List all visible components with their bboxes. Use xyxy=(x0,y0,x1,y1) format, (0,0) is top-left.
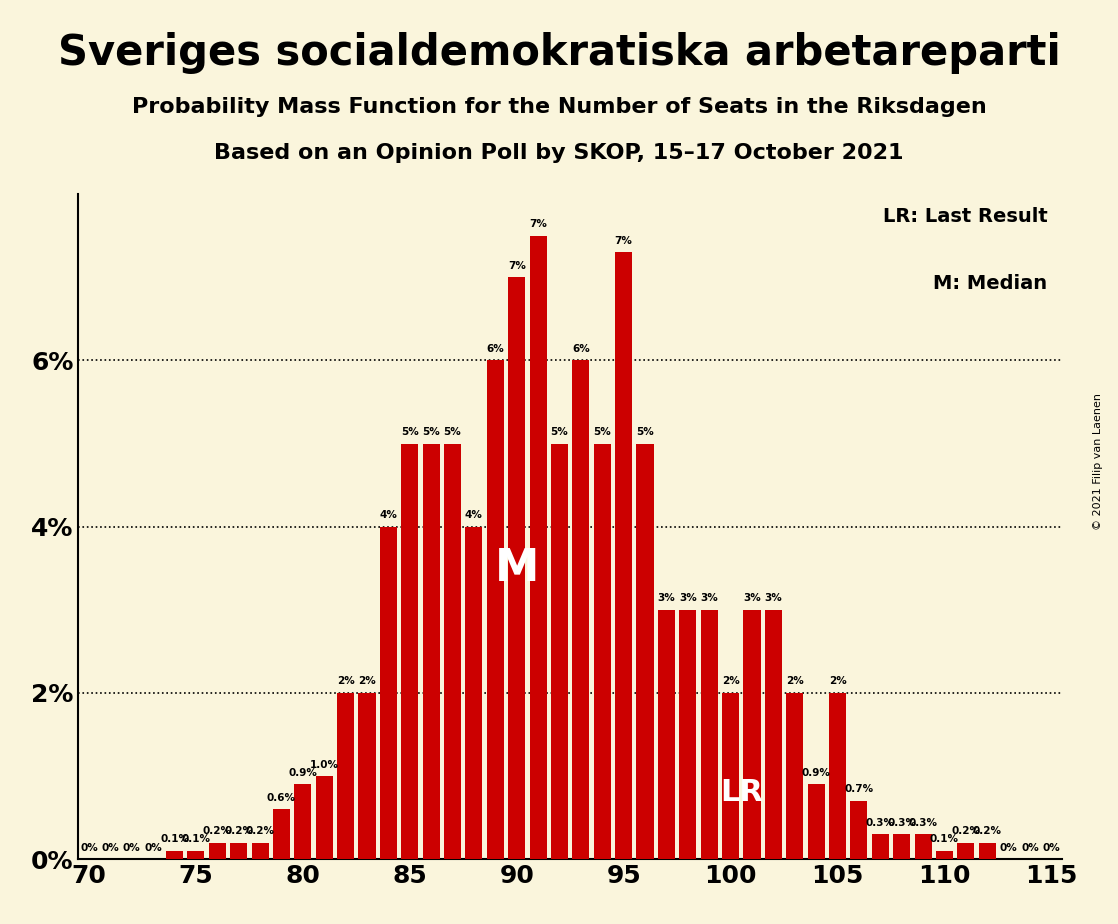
Text: 2%: 2% xyxy=(337,676,354,687)
Text: 3%: 3% xyxy=(657,593,675,603)
Text: 0.9%: 0.9% xyxy=(288,768,318,778)
Bar xyxy=(657,610,675,859)
Text: 3%: 3% xyxy=(765,593,783,603)
Text: LR: Last Result: LR: Last Result xyxy=(882,207,1048,226)
Text: M: M xyxy=(494,547,539,590)
Bar xyxy=(337,693,354,859)
Text: 0%: 0% xyxy=(1021,843,1039,853)
Bar xyxy=(252,843,268,859)
Bar xyxy=(893,834,910,859)
Bar xyxy=(165,851,183,859)
Text: Sveriges socialdemokratiska arbetareparti: Sveriges socialdemokratiska arbetarepart… xyxy=(58,32,1060,74)
Bar xyxy=(636,444,654,859)
Text: 0.2%: 0.2% xyxy=(225,826,253,836)
Bar xyxy=(359,693,376,859)
Text: M: Median: M: Median xyxy=(934,274,1048,293)
Bar xyxy=(423,444,439,859)
Text: 5%: 5% xyxy=(401,427,418,437)
Text: 5%: 5% xyxy=(550,427,568,437)
Text: 7%: 7% xyxy=(529,219,547,229)
Bar xyxy=(851,801,868,859)
Bar xyxy=(701,610,718,859)
Text: 7%: 7% xyxy=(508,261,525,271)
Text: 3%: 3% xyxy=(700,593,718,603)
Bar xyxy=(273,809,290,859)
Text: 0.2%: 0.2% xyxy=(246,826,275,836)
Text: 2%: 2% xyxy=(828,676,846,687)
Text: 0%: 0% xyxy=(123,843,141,853)
Text: 3%: 3% xyxy=(679,593,697,603)
Bar xyxy=(465,527,483,859)
Bar xyxy=(786,693,804,859)
Bar xyxy=(722,693,739,859)
Text: 6%: 6% xyxy=(486,344,504,354)
Bar xyxy=(486,360,504,859)
Bar xyxy=(230,843,247,859)
Text: 6%: 6% xyxy=(572,344,590,354)
Text: 7%: 7% xyxy=(615,236,633,246)
Bar xyxy=(315,776,333,859)
Bar xyxy=(509,277,525,859)
Text: 4%: 4% xyxy=(379,510,397,520)
Text: 2%: 2% xyxy=(358,676,376,687)
Text: 0.1%: 0.1% xyxy=(160,834,189,845)
Bar xyxy=(957,843,975,859)
Bar xyxy=(551,444,568,859)
Text: 0.6%: 0.6% xyxy=(267,793,296,803)
Bar xyxy=(594,444,610,859)
Text: 0.3%: 0.3% xyxy=(909,818,938,828)
Text: 0%: 0% xyxy=(1042,843,1060,853)
Text: 0.1%: 0.1% xyxy=(930,834,959,845)
Bar xyxy=(572,360,589,859)
Bar xyxy=(978,843,996,859)
Text: 0%: 0% xyxy=(102,843,120,853)
Bar xyxy=(743,610,760,859)
Bar xyxy=(530,236,547,859)
Text: 2%: 2% xyxy=(722,676,739,687)
Text: © 2021 Filip van Laenen: © 2021 Filip van Laenen xyxy=(1093,394,1102,530)
Text: 3%: 3% xyxy=(743,593,761,603)
Text: 0.1%: 0.1% xyxy=(181,834,210,845)
Text: 5%: 5% xyxy=(594,427,612,437)
Text: 0.9%: 0.9% xyxy=(802,768,831,778)
Text: 2%: 2% xyxy=(786,676,804,687)
Bar xyxy=(188,851,205,859)
Text: 0.2%: 0.2% xyxy=(973,826,1002,836)
Text: Probability Mass Function for the Number of Seats in the Riksdagen: Probability Mass Function for the Number… xyxy=(132,97,986,117)
Text: 5%: 5% xyxy=(636,427,654,437)
Bar xyxy=(915,834,931,859)
Text: 0%: 0% xyxy=(80,843,98,853)
Bar xyxy=(444,444,461,859)
Bar xyxy=(680,610,697,859)
Bar xyxy=(401,444,418,859)
Bar xyxy=(765,610,781,859)
Bar xyxy=(936,851,953,859)
Text: 0.3%: 0.3% xyxy=(888,818,916,828)
Text: 0.2%: 0.2% xyxy=(202,826,231,836)
Text: 0.2%: 0.2% xyxy=(951,826,980,836)
Text: 4%: 4% xyxy=(465,510,483,520)
Bar xyxy=(872,834,889,859)
Bar xyxy=(294,784,312,859)
Bar xyxy=(209,843,226,859)
Bar xyxy=(807,784,825,859)
Text: 5%: 5% xyxy=(423,427,440,437)
Text: 0.7%: 0.7% xyxy=(844,784,873,795)
Text: 0.3%: 0.3% xyxy=(865,818,894,828)
Text: 1.0%: 1.0% xyxy=(310,760,339,770)
Text: LR: LR xyxy=(720,778,762,808)
Bar xyxy=(380,527,397,859)
Text: 0%: 0% xyxy=(144,843,162,853)
Text: 0%: 0% xyxy=(999,843,1017,853)
Text: Based on an Opinion Poll by SKOP, 15–17 October 2021: Based on an Opinion Poll by SKOP, 15–17 … xyxy=(215,143,903,164)
Text: 5%: 5% xyxy=(444,427,462,437)
Bar xyxy=(828,693,846,859)
Bar xyxy=(615,252,632,859)
